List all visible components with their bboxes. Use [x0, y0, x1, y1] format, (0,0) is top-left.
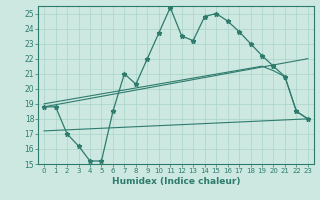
X-axis label: Humidex (Indice chaleur): Humidex (Indice chaleur)	[112, 177, 240, 186]
